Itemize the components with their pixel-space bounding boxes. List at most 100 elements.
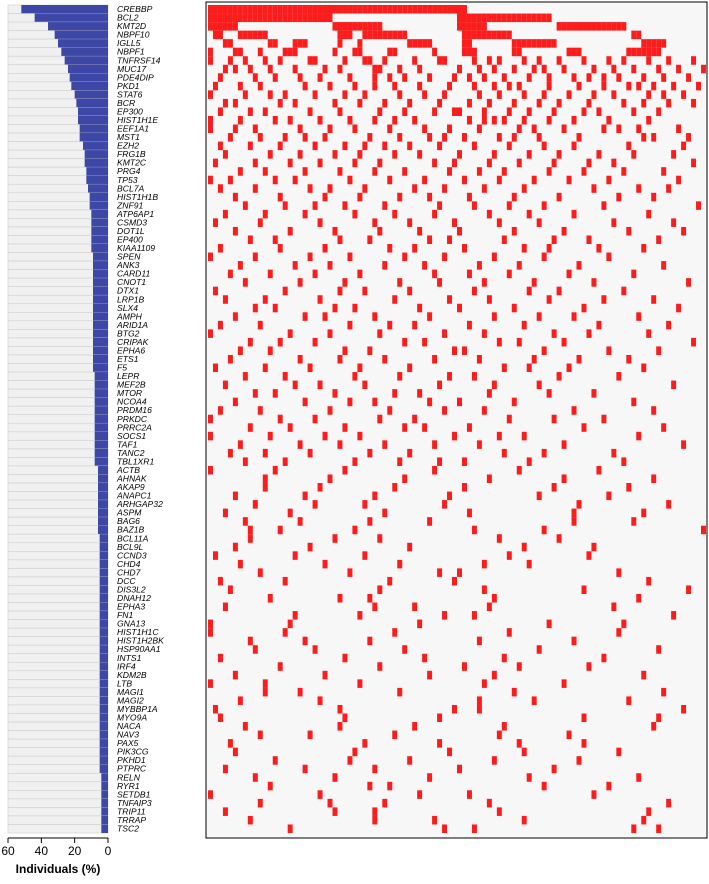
mutation-cell — [332, 303, 338, 313]
mutation-cell — [476, 704, 482, 714]
gene-label: MTOR — [117, 388, 142, 398]
mutation-cell — [402, 30, 408, 40]
mutation-cell — [626, 226, 632, 236]
mutation-cell — [466, 423, 472, 432]
mutation-cell — [536, 645, 542, 654]
mutation-cell — [357, 431, 363, 441]
mutation-cell — [262, 679, 268, 688]
mutation-cell — [661, 687, 667, 697]
mutation-cell — [342, 5, 348, 14]
mutation-cell — [237, 30, 243, 40]
mutation-cell — [327, 184, 333, 193]
mutation-cell — [466, 39, 472, 48]
mutation-cell — [208, 414, 213, 424]
bar-row-bg — [7, 704, 109, 714]
mutation-cell — [536, 491, 542, 501]
mutation-cell — [516, 465, 522, 475]
mutation-cell — [511, 47, 517, 57]
mutation-cell — [292, 64, 298, 74]
mutation-cell — [292, 380, 298, 390]
mutation-cell — [302, 491, 308, 501]
mutation-cell — [656, 39, 662, 48]
mutation-cell — [332, 150, 338, 159]
mutation-cell — [252, 30, 258, 40]
mutation-cell — [432, 269, 438, 279]
mutation-cell — [342, 423, 348, 432]
mutation-cell — [437, 380, 443, 390]
bar — [84, 150, 108, 159]
mutation-cell — [531, 64, 537, 74]
mutation-cell — [636, 312, 642, 321]
mutation-cell — [387, 30, 393, 40]
mutation-cell — [237, 346, 243, 355]
mutation-cell — [526, 150, 532, 159]
mutation-cell — [536, 98, 542, 108]
bar — [93, 320, 108, 330]
mutation-cell — [392, 5, 398, 14]
gene-label: ARID1A — [116, 320, 148, 330]
mutation-cell — [432, 47, 438, 57]
mutation-cell — [322, 133, 328, 142]
bar-row-bg — [7, 414, 109, 424]
mutation-cell — [237, 559, 243, 569]
mutation-cell — [427, 312, 433, 321]
mutation-cell — [581, 167, 587, 176]
mutation-cell — [422, 423, 428, 432]
mutation-cell — [596, 320, 602, 330]
mutation-cell — [247, 30, 253, 40]
mutation-cell — [217, 406, 223, 415]
bar — [93, 286, 108, 296]
mutation-cell — [491, 670, 497, 680]
mutation-cell — [481, 329, 487, 338]
mutation-cell — [551, 39, 557, 48]
mutation-cell — [521, 115, 527, 125]
mutation-cell — [367, 22, 373, 31]
bar-row-bg — [7, 422, 109, 433]
mutation-cell — [496, 175, 502, 185]
mutation-cell — [452, 107, 457, 116]
gene-label: ANK3 — [116, 260, 140, 270]
mutation-cell — [272, 115, 278, 125]
gene-label: CRIPAK — [117, 337, 150, 347]
mutation-cell — [486, 474, 492, 484]
gene-label: PRKDC — [117, 414, 148, 424]
mutation-cell — [372, 397, 378, 407]
mutation-cell — [536, 133, 542, 142]
gene-label: KMT2D — [117, 21, 146, 31]
mutation-cell — [606, 346, 612, 355]
gene-label: MEF2B — [117, 380, 146, 390]
bar — [99, 679, 108, 688]
mutation-cell — [461, 662, 467, 671]
mutation-cell — [317, 790, 323, 799]
bar-row-bg — [7, 730, 109, 740]
mutation-cell — [516, 124, 522, 134]
mutation-cell — [412, 184, 418, 193]
bar-row-bg — [7, 397, 109, 407]
mutation-cell — [217, 5, 223, 14]
bar — [93, 329, 108, 338]
mutation-cell — [272, 389, 278, 398]
mutation-cell — [282, 133, 288, 142]
gene-label: TANC2 — [117, 448, 145, 458]
bar — [93, 269, 108, 279]
mutation-cell — [312, 269, 318, 279]
mutation-cell — [491, 115, 497, 125]
mutation-cell — [392, 30, 398, 40]
mutation-cell — [526, 39, 532, 48]
gene-label: HIST1H1B — [117, 192, 158, 202]
mutation-cell — [432, 5, 438, 14]
mutation-cell — [571, 115, 577, 125]
gene-label: LEPR — [117, 371, 139, 381]
mutation-cell — [646, 209, 652, 219]
mutation-cell — [611, 158, 617, 168]
mutation-cell — [367, 448, 373, 458]
mutation-cell — [232, 22, 238, 31]
mutation-cell — [212, 286, 218, 296]
mutation-cell — [427, 235, 433, 245]
mutation-cell — [476, 636, 482, 646]
mutation-cell — [317, 696, 323, 705]
mutation-cell — [442, 824, 448, 833]
mutation-cell — [447, 491, 453, 501]
mutation-cell — [322, 244, 328, 253]
mutation-cell — [342, 30, 348, 40]
